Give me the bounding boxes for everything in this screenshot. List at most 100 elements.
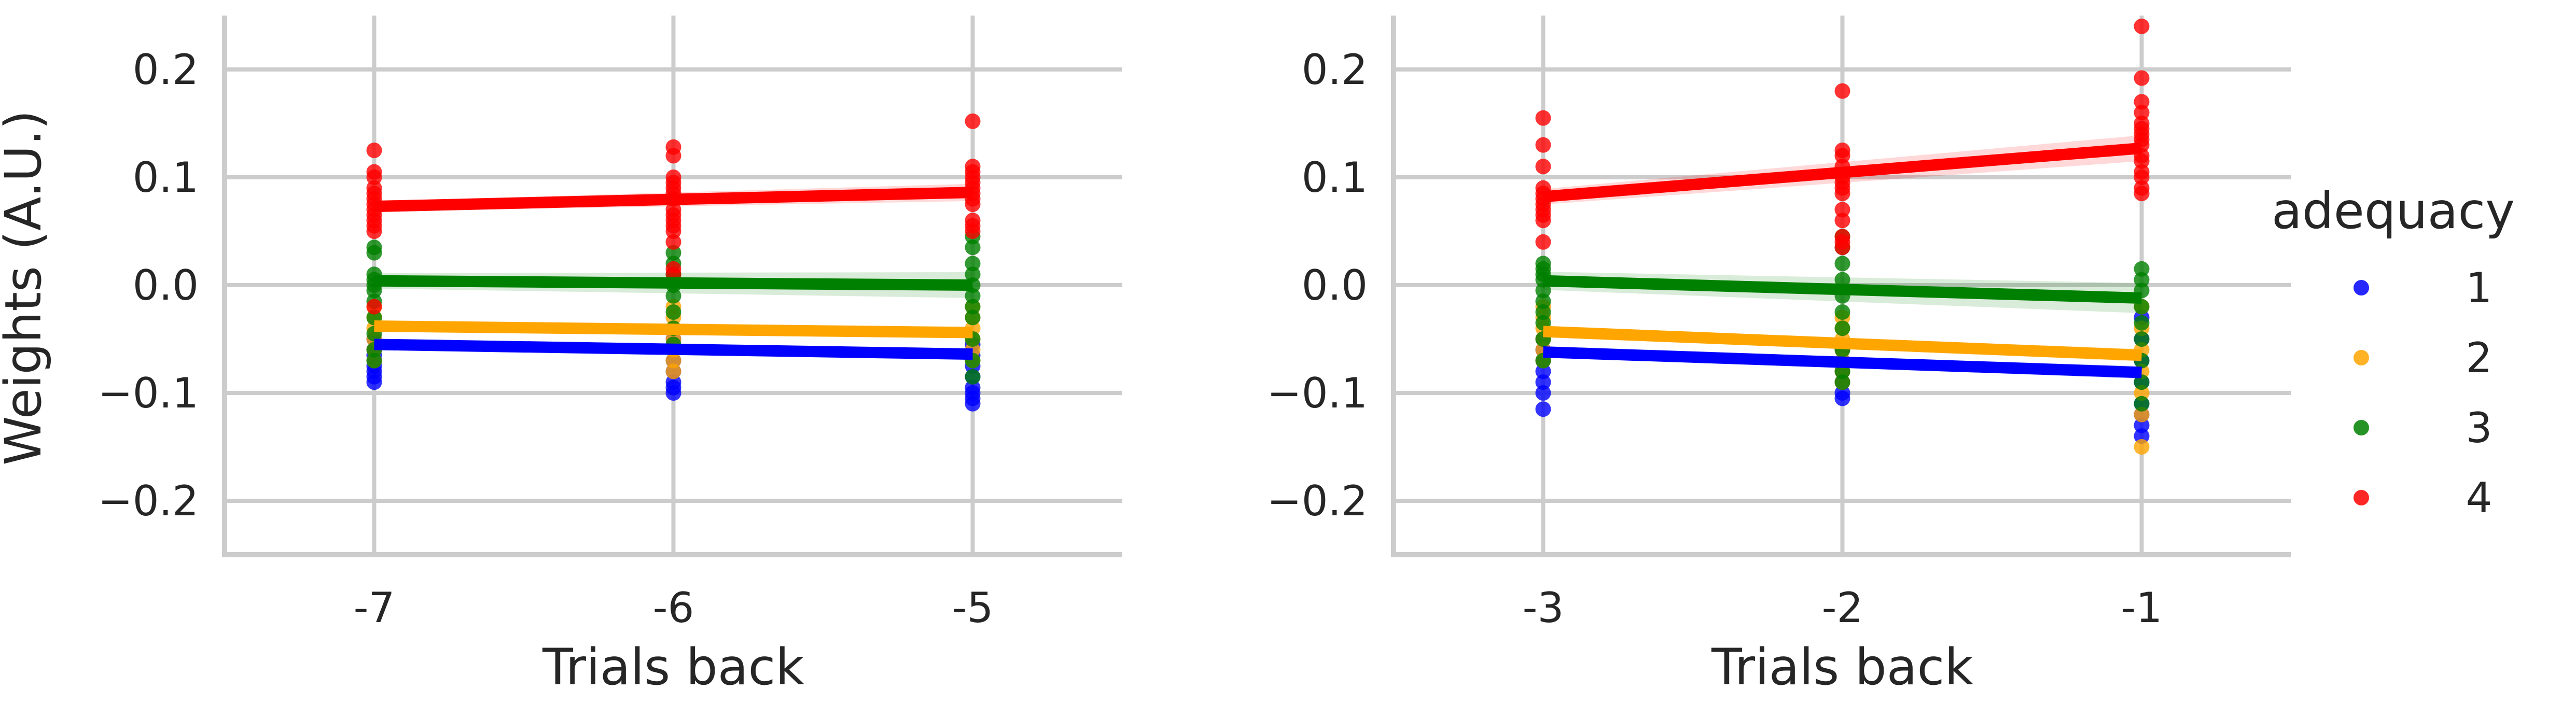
series-3-fit-line: [1543, 275, 2142, 304]
data-point: [1834, 304, 1850, 320]
data-point: [2134, 428, 2150, 444]
data-point: [2134, 70, 2150, 86]
data-point: [665, 288, 681, 304]
y-tick-label: −0.1: [1267, 369, 1368, 417]
data-point: [1535, 304, 1551, 320]
data-point: [2134, 374, 2150, 390]
data-point: [366, 353, 382, 369]
data-point: [1535, 159, 1551, 175]
data-point: [665, 353, 681, 369]
y-tick-label: 0.1: [133, 153, 199, 202]
series-4-fit-line: [1542, 142, 2142, 203]
data-point: [965, 240, 981, 256]
data-point: [366, 374, 382, 390]
data-point: [366, 223, 382, 239]
legend-label-2: 2: [2466, 334, 2493, 382]
data-point: [1535, 234, 1551, 250]
data-point: [2134, 439, 2150, 455]
data-point: [1535, 110, 1551, 126]
data-point: [2134, 396, 2150, 412]
y-tick-label: −0.2: [1267, 477, 1368, 525]
legend-marker-4: [2354, 490, 2369, 505]
data-point: [965, 369, 981, 385]
data-point: [665, 304, 681, 320]
series-2-fit-line: [1543, 326, 2142, 361]
data-point: [665, 363, 681, 379]
data-point: [1535, 374, 1551, 390]
data-point: [2134, 186, 2150, 202]
y-tick-label: 0.2: [133, 46, 199, 94]
data-point: [1834, 213, 1850, 229]
data-point: [1535, 401, 1551, 417]
data-point: [965, 299, 981, 315]
data-point: [965, 309, 981, 326]
data-point: [2134, 18, 2150, 34]
data-point: [965, 256, 981, 272]
legend-marker-3: [2354, 420, 2369, 435]
data-point: [2134, 417, 2150, 433]
data-point: [965, 266, 981, 283]
data-point: [665, 148, 681, 164]
data-point: [665, 385, 681, 401]
x-tick-label: -5: [952, 584, 994, 632]
x-tick-label: -7: [354, 584, 395, 632]
data-point: [1834, 320, 1850, 336]
data-point: [1535, 293, 1551, 309]
legend-marker-2: [2354, 350, 2369, 365]
data-point: [1834, 390, 1850, 406]
series-3-fit-line: [374, 275, 973, 291]
data-point: [965, 223, 981, 239]
x-tick-label: -1: [2121, 584, 2163, 632]
series-2-fit-line: [374, 320, 973, 339]
data-point: [2134, 153, 2150, 169]
data-point: [1834, 256, 1850, 272]
data-point: [1535, 363, 1551, 379]
data-point: [2134, 315, 2150, 331]
data-point: [2134, 331, 2150, 347]
data-point: [2134, 105, 2150, 121]
data-point: [366, 143, 382, 158]
data-point: [2134, 94, 2150, 110]
data-point: [2134, 272, 2150, 288]
legend-label-4: 4: [2466, 474, 2493, 522]
data-point: [665, 234, 681, 250]
data-point: [965, 288, 981, 304]
data-point: [366, 283, 382, 299]
series-1-fit-line: [1543, 346, 2142, 378]
data-point: [665, 223, 681, 239]
data-point: [965, 196, 981, 212]
data-point: [2134, 406, 2150, 423]
data-point: [965, 396, 981, 412]
data-point: [2134, 385, 2150, 401]
data-point: [2134, 261, 2150, 277]
y-tick-label: −0.2: [98, 477, 199, 525]
series-4-fit-line: [374, 187, 973, 213]
data-point: [1834, 374, 1850, 390]
x-tick-label: -6: [653, 584, 694, 632]
y-tick-label: 0.2: [1302, 46, 1368, 94]
legend-title: adequacy: [2272, 182, 2515, 240]
data-point: [366, 299, 382, 315]
data-point: [1535, 213, 1551, 229]
data-point: [1834, 186, 1850, 202]
data-point: [665, 245, 681, 261]
data-point: [1535, 137, 1551, 153]
x-tick-label: -2: [1822, 584, 1863, 632]
legend: adequacy 1 2 3 4: [2272, 182, 2515, 522]
legend-label-3: 3: [2466, 404, 2493, 452]
panel-left: 0.2 0.1 0.0 −0.1 −0.2 -7 -6 -5 Trials back: [98, 16, 1122, 696]
x-axis-label: Trials back: [1711, 638, 1973, 696]
data-point: [965, 113, 981, 129]
y-axis-label: Weights (A.U.): [0, 110, 52, 465]
data-point: [1834, 148, 1850, 164]
y-tick-label: 0.0: [133, 261, 199, 309]
data-point: [1535, 385, 1551, 401]
y-tick-label: 0.0: [1302, 261, 1368, 309]
legend-label-1: 1: [2466, 264, 2493, 312]
data-point: [366, 170, 382, 185]
legend-marker-1: [2354, 280, 2369, 295]
data-point: [1834, 240, 1850, 256]
y-tick-label: −0.1: [98, 369, 199, 417]
data-point: [1834, 83, 1850, 99]
